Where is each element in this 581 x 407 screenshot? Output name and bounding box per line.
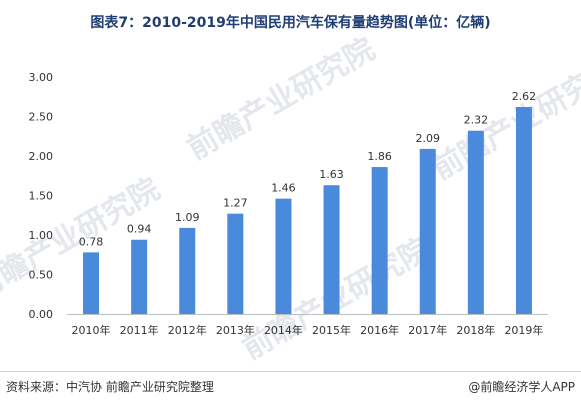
bar bbox=[467, 130, 484, 314]
source-note: 资料来源：中汽协 前瞻产业研究院整理 bbox=[6, 380, 214, 394]
bar bbox=[179, 227, 196, 314]
x-tick-label: 2017年 bbox=[408, 323, 447, 337]
footer-divider bbox=[0, 371, 581, 372]
data-label: 2.09 bbox=[416, 132, 441, 145]
bar bbox=[419, 148, 436, 314]
y-tick-label: 2.00 bbox=[29, 150, 54, 163]
data-label: 1.09 bbox=[175, 211, 200, 224]
x-tick-label: 2016年 bbox=[360, 323, 399, 337]
data-label: 2.62 bbox=[512, 90, 537, 103]
bar bbox=[323, 185, 340, 314]
bar bbox=[275, 198, 292, 314]
y-tick-label: 0.00 bbox=[29, 308, 54, 321]
bar bbox=[371, 167, 388, 314]
data-label: 2.32 bbox=[464, 114, 489, 127]
x-axis-tick-labels: 2010年 2011年 2012年 2013年 2014年 2015年 2016年 2017年… bbox=[72, 323, 544, 337]
value-labels: 0.78 0.94 1.09 1.27 1.46 1.63 1.86 2.09 2.32 2.62 bbox=[79, 90, 536, 248]
data-label: 1.63 bbox=[319, 168, 344, 181]
data-label: 1.86 bbox=[367, 150, 392, 163]
x-tick-label: 2015年 bbox=[312, 323, 351, 337]
data-label: 1.46 bbox=[271, 182, 296, 195]
watermark-4: 前瞻产业研究院 bbox=[427, 52, 581, 187]
y-tick-label: 0.50 bbox=[29, 269, 54, 282]
x-tick-label: 2012年 bbox=[168, 323, 207, 337]
x-tick-label: 2018年 bbox=[456, 323, 495, 337]
x-tick-label: 2019年 bbox=[504, 323, 543, 337]
bars bbox=[83, 107, 532, 315]
bar bbox=[83, 252, 100, 314]
x-tick-label: 2014年 bbox=[264, 323, 303, 337]
bar bbox=[131, 239, 148, 314]
x-tick-label: 2010年 bbox=[72, 323, 111, 337]
y-axis-tick-labels: 0.00 0.50 1.00 1.50 2.00 2.50 3.00 bbox=[29, 71, 54, 321]
y-tick-label: 1.50 bbox=[29, 190, 54, 203]
data-label: 0.94 bbox=[127, 223, 152, 236]
bar bbox=[515, 107, 532, 315]
bar bbox=[227, 213, 244, 314]
credit-note: @前瞻经济学人APP bbox=[468, 380, 575, 394]
x-tick-label: 2013年 bbox=[216, 323, 255, 337]
y-tick-label: 3.00 bbox=[29, 71, 54, 84]
y-tick-label: 1.00 bbox=[29, 229, 54, 242]
watermark-1: 前瞻产业研究院 bbox=[182, 32, 381, 167]
y-tick-label: 2.50 bbox=[29, 111, 54, 124]
chart-title: 图表7：2010-2019年中国民用汽车保有量趋势图(单位：亿辆) bbox=[90, 15, 491, 31]
x-tick-label: 2011年 bbox=[120, 323, 159, 337]
data-label: 0.78 bbox=[79, 235, 104, 248]
data-label: 1.27 bbox=[223, 197, 248, 210]
